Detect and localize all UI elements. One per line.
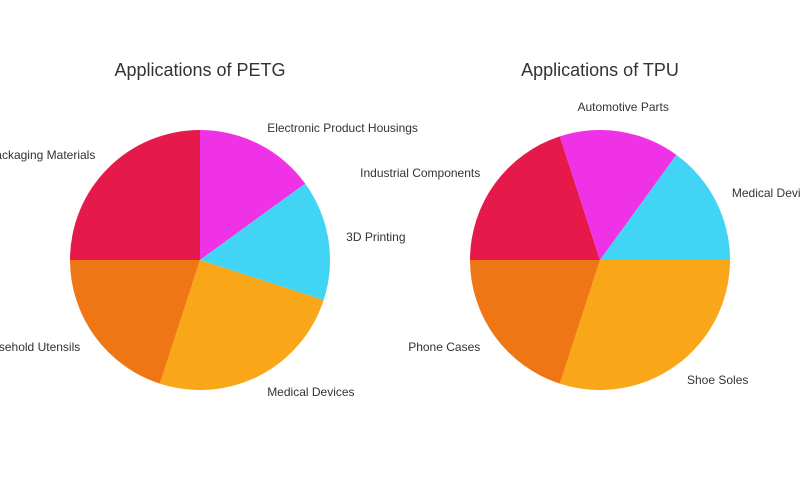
slice-label: Automotive Parts xyxy=(577,100,668,114)
chart-container: Applications of PETG 25.0%Packaging Mate… xyxy=(0,0,800,500)
slice-label: Industrial Components xyxy=(360,166,480,180)
pie-svg xyxy=(470,130,730,390)
pie-chart-petg: Applications of PETG 25.0%Packaging Mate… xyxy=(0,0,400,500)
slice-label: 3D Printing xyxy=(346,230,405,244)
chart-title: Applications of TPU xyxy=(400,60,800,81)
pie-slice xyxy=(70,130,200,260)
pie-svg xyxy=(70,130,330,390)
chart-title: Applications of PETG xyxy=(0,60,400,81)
slice-label: Medical Devices xyxy=(732,186,800,200)
slice-label: Household Utensils xyxy=(0,340,80,354)
pie-chart-tpu: Applications of TPU 20.0%Industrial Comp… xyxy=(400,0,800,500)
